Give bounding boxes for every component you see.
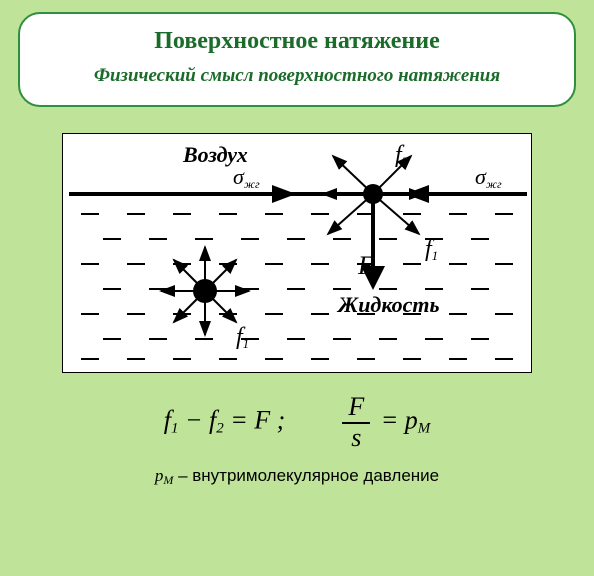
p-sub: M: [418, 421, 431, 437]
f1-sub: 1: [171, 421, 179, 437]
caption-pm: pМ: [155, 466, 174, 485]
minus: −: [185, 406, 209, 435]
F-res: F: [254, 406, 270, 435]
header-panel: Поверхностное натяжение Физический смысл…: [18, 12, 576, 107]
formula-row: f1 − f2 = F ; F s = pM: [0, 393, 594, 452]
svg-text:σжг: σжг: [233, 164, 260, 191]
p: p: [405, 406, 418, 435]
svg-text:σжг: σжг: [475, 164, 502, 191]
semicolon: ;: [277, 406, 286, 435]
frac-den: s: [342, 424, 370, 453]
svg-text:f2: f2: [395, 142, 409, 169]
page-title: Поверхностное натяжение: [30, 28, 564, 55]
svg-text:f1: f1: [425, 236, 438, 263]
caption: pМ – внутримолекулярное давление: [0, 466, 594, 488]
diagram-svg: Воздухσжгσжгf2f1Ff1Жидкость: [63, 134, 533, 374]
svg-text:Жидкость: Жидкость: [336, 292, 440, 317]
page-subtitle: Физический смысл поверхностного натяжени…: [30, 65, 564, 87]
eq2: =: [381, 406, 405, 435]
svg-text:F: F: [357, 251, 375, 280]
fraction: F s: [342, 393, 370, 452]
svg-text:f1: f1: [236, 324, 249, 351]
caption-text: – внутримолекулярное давление: [173, 466, 439, 485]
f2-sub: 2: [216, 421, 224, 437]
frac-num: F: [342, 393, 370, 424]
diagram-panel: Воздухσжгσжгf2f1Ff1Жидкость: [62, 133, 532, 373]
f1: f: [164, 406, 171, 435]
eq1: =: [230, 406, 254, 435]
